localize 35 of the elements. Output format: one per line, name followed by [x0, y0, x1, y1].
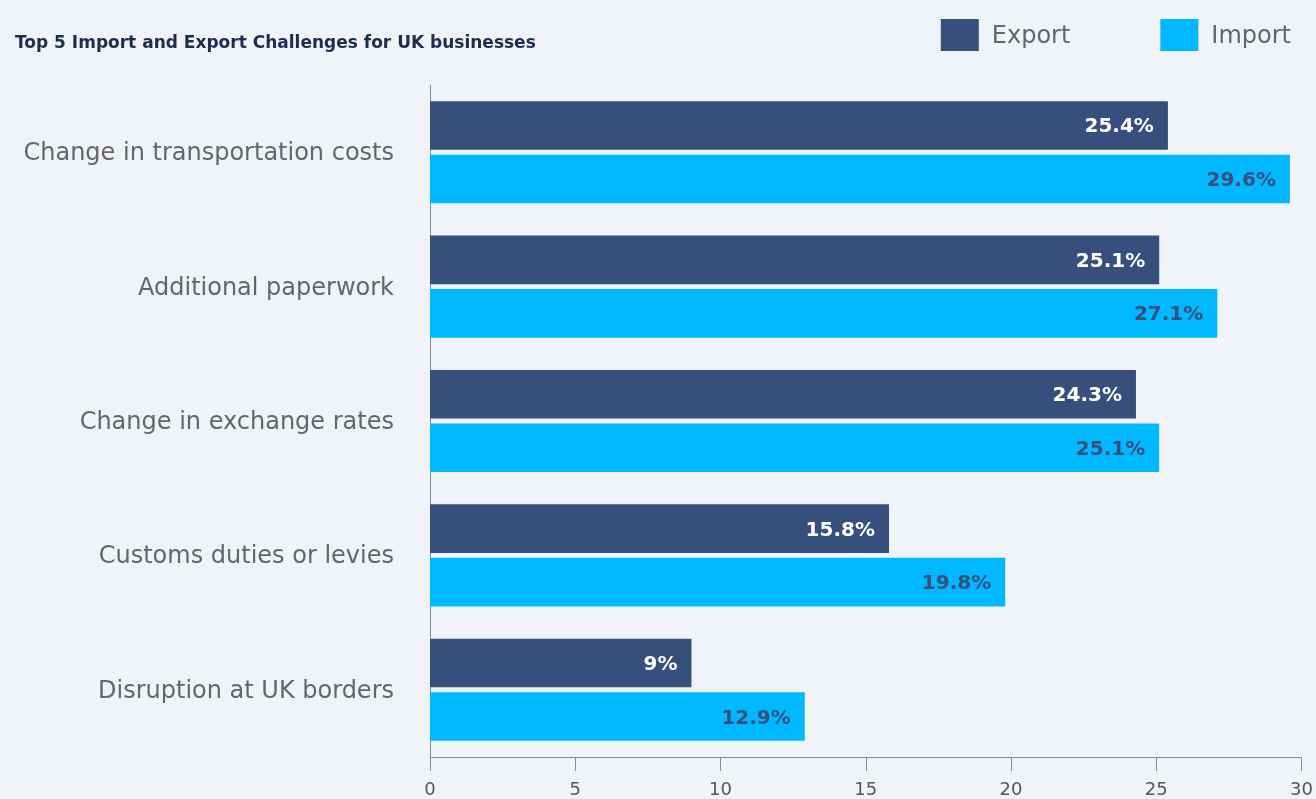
bar [430, 369, 1136, 419]
bar [430, 504, 890, 553]
x-tick-label: 30 [1290, 777, 1313, 799]
data-label: 15.8% [805, 516, 876, 541]
data-label: 24.3% [1052, 382, 1122, 407]
data-label: 19.8% [921, 570, 992, 595]
bar [430, 638, 692, 688]
y-tick-label: Disruption at UK borders [98, 675, 394, 704]
bar [430, 423, 1160, 473]
y-tick-label: Additional paperwork [138, 272, 395, 301]
y-tick-label: Change in exchange rates [79, 407, 394, 435]
x-tick-label: 10 [709, 777, 732, 799]
y-tick-label: Change in transportation costs [23, 138, 394, 167]
data-label: 9% [643, 651, 678, 676]
bar [430, 154, 1290, 204]
x-tick-label: 5 [569, 777, 581, 799]
bar [430, 557, 1006, 607]
x-tick-label: 15 [854, 777, 878, 799]
data-label: 27.1% [1133, 301, 1204, 326]
bar [430, 101, 1168, 150]
data-label: 25.1% [1075, 247, 1146, 272]
data-label: 29.6% [1206, 166, 1276, 191]
bar [430, 692, 805, 741]
x-tick-label: 0 [424, 777, 436, 799]
x-tick-label: 20 [999, 777, 1023, 799]
text: Top 5 Import and Export Challenges for UK businesses [15, 31, 536, 52]
bar [430, 235, 1160, 285]
legend-label: Export [991, 21, 1071, 49]
data-label: 25.1% [1075, 435, 1146, 460]
data-label: 12.9% [721, 704, 791, 729]
legend-label: Import [1211, 21, 1291, 49]
x-tick-label: 25 [1144, 777, 1168, 799]
bar [430, 289, 1218, 338]
data-label: 25.4% [1084, 113, 1154, 138]
y-tick-label: Customs duties or levies [98, 541, 394, 570]
